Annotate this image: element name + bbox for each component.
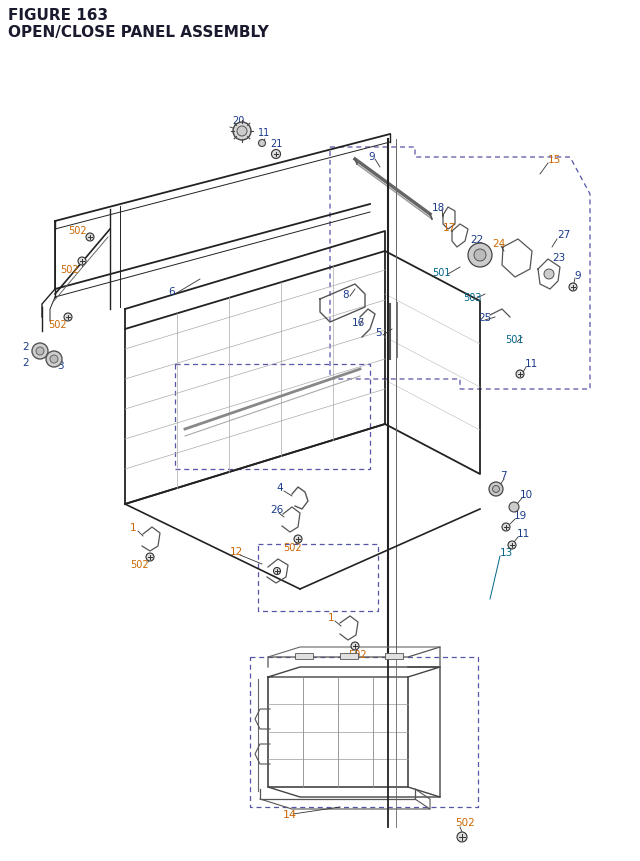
Circle shape: [86, 233, 94, 242]
Circle shape: [516, 370, 524, 379]
Circle shape: [273, 568, 280, 575]
Text: 503: 503: [463, 293, 481, 303]
Circle shape: [259, 140, 266, 147]
Circle shape: [468, 244, 492, 268]
Text: 24: 24: [492, 238, 505, 249]
Circle shape: [569, 283, 577, 292]
Text: 502: 502: [60, 264, 79, 275]
Circle shape: [457, 832, 467, 842]
Text: 22: 22: [470, 235, 483, 245]
Text: 1: 1: [328, 612, 335, 623]
Circle shape: [78, 257, 86, 266]
Text: 502: 502: [48, 319, 67, 330]
Text: 9: 9: [368, 152, 374, 162]
Text: 2: 2: [22, 357, 29, 368]
Text: 502: 502: [348, 649, 367, 660]
Text: 2: 2: [22, 342, 29, 351]
Circle shape: [32, 344, 48, 360]
Text: 23: 23: [552, 253, 565, 263]
Circle shape: [493, 486, 499, 493]
Text: 12: 12: [230, 547, 243, 556]
Text: 501: 501: [432, 268, 451, 278]
Text: 8: 8: [342, 289, 349, 300]
Text: 26: 26: [270, 505, 284, 514]
Text: 1: 1: [130, 523, 136, 532]
Circle shape: [271, 151, 280, 159]
Text: 15: 15: [548, 155, 561, 164]
Text: 27: 27: [557, 230, 570, 239]
Circle shape: [351, 642, 359, 650]
Circle shape: [502, 523, 510, 531]
Text: 11: 11: [258, 127, 270, 138]
Text: 9: 9: [574, 270, 580, 281]
Circle shape: [146, 554, 154, 561]
Text: 10: 10: [520, 489, 533, 499]
Circle shape: [489, 482, 503, 497]
Text: 11: 11: [517, 529, 531, 538]
Text: 11: 11: [525, 358, 538, 369]
Circle shape: [544, 269, 554, 280]
Bar: [340, 653, 358, 660]
Circle shape: [50, 356, 58, 363]
Circle shape: [233, 123, 251, 141]
Text: 6: 6: [168, 287, 175, 297]
Text: 7: 7: [500, 470, 507, 480]
Text: 13: 13: [500, 548, 513, 557]
Text: 25: 25: [478, 313, 492, 323]
Text: 20: 20: [232, 116, 244, 126]
Bar: [385, 653, 403, 660]
Text: 19: 19: [514, 511, 527, 520]
Text: 502: 502: [130, 560, 148, 569]
Circle shape: [509, 503, 519, 512]
Circle shape: [46, 351, 62, 368]
Text: 502: 502: [283, 542, 301, 553]
Text: 16: 16: [352, 318, 365, 328]
Circle shape: [294, 536, 302, 543]
Text: FIGURE 163: FIGURE 163: [8, 8, 108, 23]
Circle shape: [508, 542, 516, 549]
Bar: [295, 653, 313, 660]
Text: 21: 21: [270, 139, 282, 149]
Text: 18: 18: [432, 202, 445, 213]
Circle shape: [36, 348, 44, 356]
Text: 5: 5: [375, 328, 381, 338]
Text: 502: 502: [455, 817, 475, 827]
Text: 501: 501: [505, 335, 524, 344]
Circle shape: [237, 127, 247, 137]
Circle shape: [474, 250, 486, 262]
Text: 17: 17: [443, 223, 456, 232]
Circle shape: [64, 313, 72, 322]
Text: 502: 502: [68, 226, 86, 236]
Text: 3: 3: [57, 361, 63, 370]
Text: 4: 4: [276, 482, 283, 492]
Text: OPEN/CLOSE PANEL ASSEMBLY: OPEN/CLOSE PANEL ASSEMBLY: [8, 25, 269, 40]
Text: 14: 14: [283, 809, 297, 819]
